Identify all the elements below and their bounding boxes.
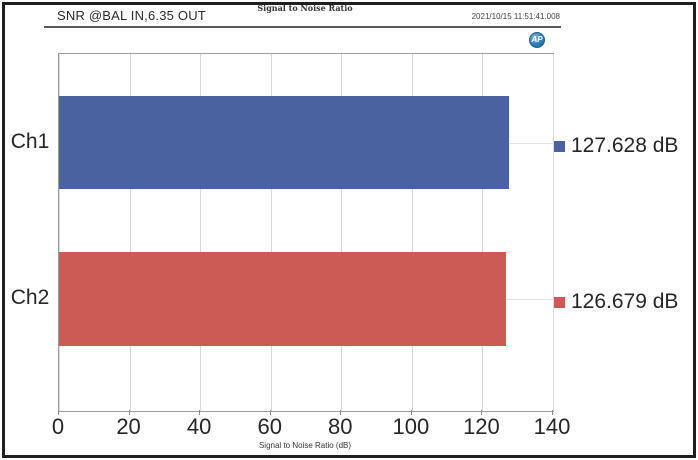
bar-ch1: [59, 96, 510, 189]
chart-title: SNR @BAL IN,6.35 OUT: [57, 8, 206, 23]
x-tick-mark-120: [481, 410, 483, 415]
header-divider: [44, 26, 561, 28]
chart-top-center-label: Signal to Noise Ratio: [257, 3, 353, 13]
ap-logo-icon: AP: [529, 32, 545, 48]
x-tick-label-40: 40: [186, 414, 212, 439]
x-tick-mark-60: [269, 410, 271, 415]
bar-ch2: [59, 251, 506, 346]
x-tick-mark-100: [410, 410, 412, 415]
x-tick-label-20: 20: [116, 414, 141, 439]
legend-marker-ch2: [554, 296, 565, 308]
category-label-ch2: Ch2: [10, 285, 50, 309]
v-gridline-100: [411, 54, 413, 411]
v-gridline-40: [200, 54, 202, 411]
ap-logo-text: AP: [531, 35, 543, 44]
timestamp: 2021/10/15 11:51:41.008: [471, 12, 560, 21]
value-readout-ch1: 127.628 dB: [571, 133, 679, 157]
legend-marker-ch1: [554, 140, 565, 152]
category-label-ch1: Ch1: [10, 129, 50, 153]
x-tick-label-140: 140: [533, 414, 571, 439]
x-tick-mark-40: [199, 410, 201, 415]
x-tick-mark-80: [340, 410, 342, 415]
v-gridline-60: [270, 54, 272, 411]
plot-area: [58, 53, 554, 412]
x-axis-title: Signal to Noise Ratio (dB): [258, 441, 352, 450]
x-tick-label-100: 100: [392, 414, 430, 439]
v-gridline-0: [59, 54, 60, 411]
v-gridline-20: [129, 54, 131, 411]
x-tick-label-0: 0: [51, 414, 65, 439]
x-tick-label-120: 120: [463, 414, 500, 439]
x-tick-mark-0: [58, 410, 59, 415]
v-gridline-120: [482, 54, 484, 411]
v-gridline-140: [553, 54, 554, 411]
value-readout-ch2: 126.679 dB: [571, 289, 679, 313]
x-tick-label-60: 60: [257, 414, 282, 439]
x-tick-label-80: 80: [328, 414, 353, 439]
x-tick-mark-20: [128, 410, 130, 415]
x-tick-mark-140: [552, 410, 553, 415]
v-gridline-80: [341, 54, 343, 411]
